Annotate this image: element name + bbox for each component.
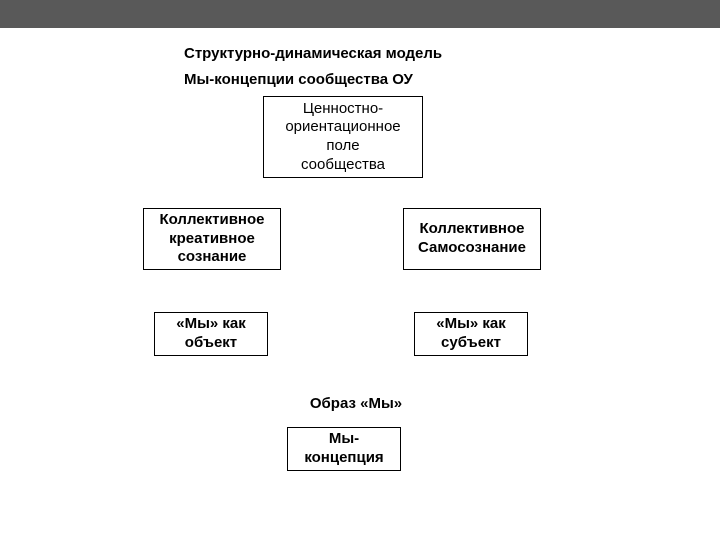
node-we-subject: «Мы» каксубъект (414, 312, 528, 356)
node-collective-selfaware-text: КоллективноеСамосознание (418, 220, 526, 258)
diagram-title: Структурно-динамическая модель Мы-концеп… (184, 44, 442, 91)
title-line-1: Структурно-динамическая модель (184, 44, 442, 64)
node-value-field-text: Ценностно-ориентационноеполесообщества (285, 100, 400, 175)
top-bar (0, 0, 720, 28)
node-we-object-text: «Мы» какобъект (176, 315, 246, 353)
node-collective-creative-text: Коллективноекреативноесознание (159, 211, 264, 267)
node-collective-creative: Коллективноекреативноесознание (143, 208, 281, 270)
node-value-field: Ценностно-ориентационноеполесообщества (263, 96, 423, 178)
node-we-object: «Мы» какобъект (154, 312, 268, 356)
node-we-concept: Мы-концепция (287, 427, 401, 471)
node-we-subject-text: «Мы» каксубъект (436, 315, 506, 353)
node-we-concept-text: Мы-концепция (304, 430, 383, 468)
free-label-obraz-we-text: Образ «Мы» (310, 395, 402, 412)
diagram-canvas: Структурно-динамическая модель Мы-концеп… (0, 0, 720, 540)
title-line-2: Мы-концепции сообщества ОУ (184, 70, 442, 90)
free-label-obraz-we: Образ «Мы» (296, 395, 416, 412)
node-collective-selfaware: КоллективноеСамосознание (403, 208, 541, 270)
